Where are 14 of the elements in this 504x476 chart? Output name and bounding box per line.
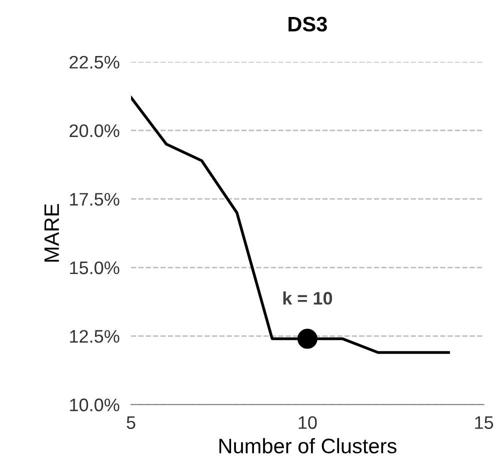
x-tick-label: 15 <box>475 416 494 429</box>
y-tick-label: 12.5% <box>70 330 120 343</box>
y-tick-label: 20.0% <box>70 124 120 138</box>
y-tick-label: 10.0% <box>70 398 120 412</box>
chart-title: DS3 <box>288 16 327 32</box>
y-tick-label: 15.0% <box>70 261 120 274</box>
y-tick-label: 17.5% <box>70 192 120 206</box>
y-tick-label: 22.5% <box>70 56 120 69</box>
annotation: k = 10 <box>283 291 332 305</box>
x-tick-label: 5 <box>126 416 136 429</box>
line-series <box>131 96 450 354</box>
x-tick-label: 10 <box>298 416 317 429</box>
y-axis-title: MARE <box>44 204 59 262</box>
x-axis-title: Number of Clusters <box>219 438 396 454</box>
